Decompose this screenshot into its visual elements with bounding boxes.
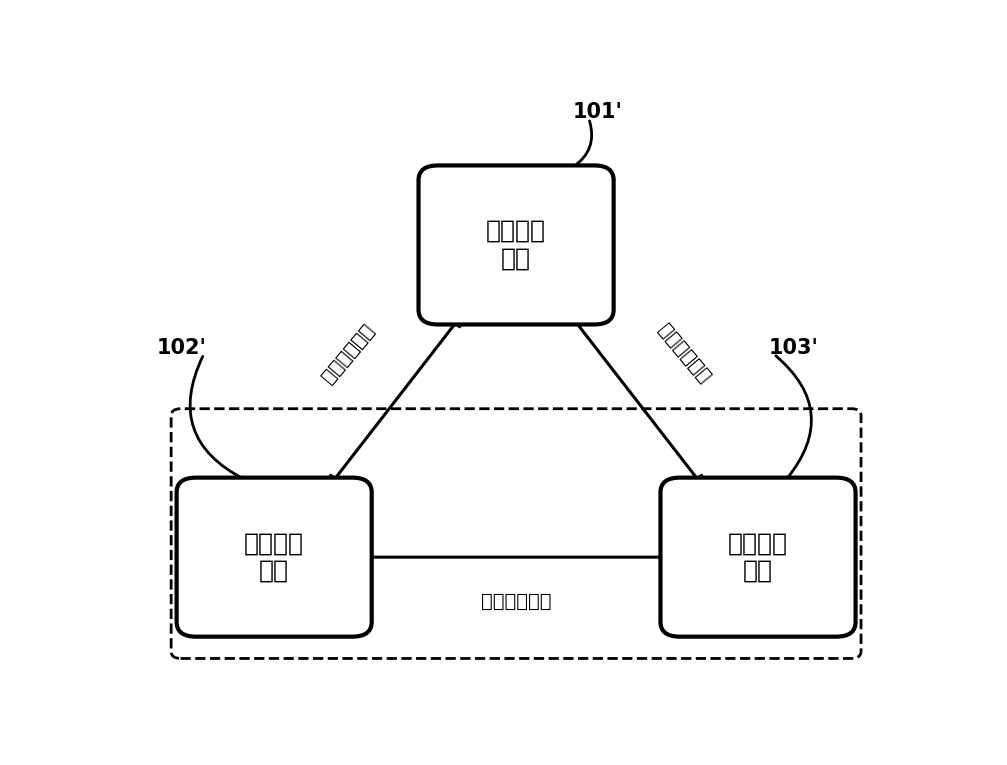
Text: 第一蓝牙
设备: 第一蓝牙 设备 (244, 531, 304, 583)
Text: 102': 102' (157, 338, 207, 358)
Text: 第二蓝牙链路: 第二蓝牙链路 (480, 592, 552, 610)
Text: 蓝牙音源
设备: 蓝牙音源 设备 (486, 219, 546, 271)
Text: 蓝牙监听链路: 蓝牙监听链路 (654, 321, 714, 387)
Text: 第一蓝牙链路: 第一蓝牙链路 (318, 321, 379, 387)
FancyBboxPatch shape (419, 165, 613, 324)
FancyBboxPatch shape (661, 477, 856, 636)
Text: 第二蓝牙
设备: 第二蓝牙 设备 (728, 531, 788, 583)
FancyBboxPatch shape (176, 477, 372, 636)
Text: 101': 101' (573, 103, 623, 122)
Text: 103': 103' (769, 338, 819, 358)
